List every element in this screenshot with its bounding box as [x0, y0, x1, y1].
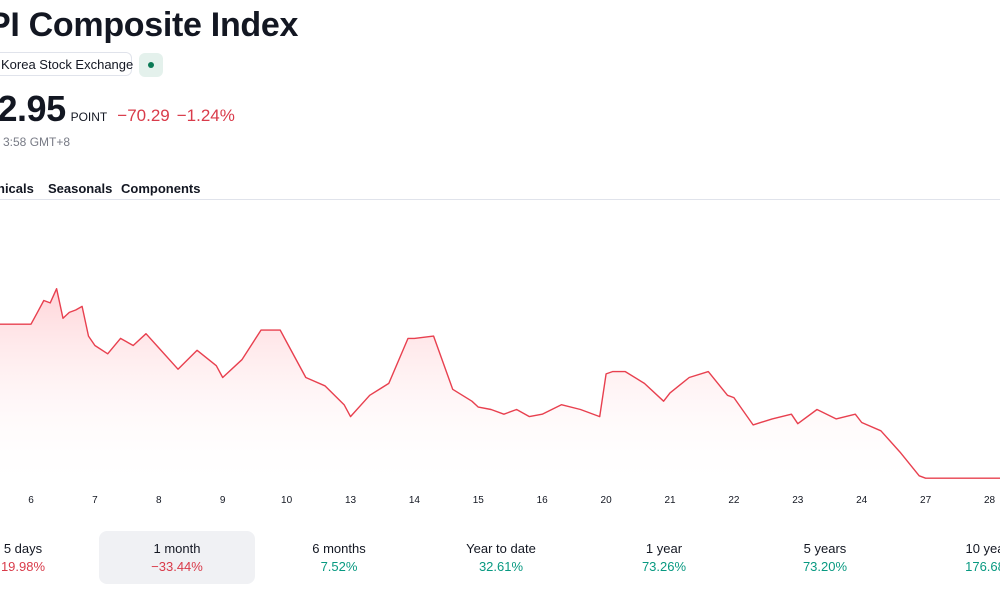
period-5y[interactable]: 5 years 73.20%: [747, 531, 903, 584]
period-selector: 5 days 19.98% 1 month −33.44% 6 months 7…: [0, 531, 1000, 584]
last-price: 92.95: [0, 88, 66, 129]
x-tick-label: 22: [728, 495, 740, 506]
x-tick-label: 9: [220, 495, 226, 506]
period-value: 7.52%: [320, 559, 358, 574]
price-change-percent: −1.24%: [176, 106, 235, 125]
x-tick-label: 13: [345, 495, 357, 506]
x-tick-label: 21: [664, 495, 676, 506]
price-change: −70.29: [117, 106, 170, 125]
tab-bar: nicals Seasonals Components: [0, 181, 1000, 201]
x-tick-label: 6: [28, 495, 34, 506]
period-label: 1 month: [153, 541, 201, 556]
market-status-badge[interactable]: [139, 53, 163, 77]
period-value: −33.44%: [151, 559, 203, 574]
period-value: 19.98%: [0, 559, 46, 574]
period-1y[interactable]: 1 year 73.26%: [586, 531, 742, 584]
exchange-label: Korea Stock Exchange: [1, 56, 134, 72]
x-tick-label: 27: [920, 495, 932, 506]
period-label: 5 days: [3, 541, 43, 556]
tab-divider: [0, 199, 1000, 200]
period-label: 1 year: [645, 541, 683, 556]
x-tick-label: 20: [601, 495, 613, 506]
x-tick-label: 16: [537, 495, 549, 506]
period-label: Year to date: [466, 541, 536, 556]
period-value: 176.68: [965, 559, 1000, 574]
price-line: [0, 288, 1000, 479]
market-status-dot-icon: [148, 62, 154, 68]
exchange-dropdown[interactable]: Korea Stock Exchange: [0, 52, 150, 76]
period-1m[interactable]: 1 month −33.44%: [99, 531, 255, 584]
period-value: 73.20%: [802, 559, 848, 574]
tab-seasonals[interactable]: Seasonals: [48, 181, 113, 196]
tab-components[interactable]: Components: [121, 181, 201, 196]
quote-row: 92.95 POINT −70.29 −1.24%: [0, 88, 235, 130]
x-tick-label: 8: [156, 495, 162, 506]
tab-technicals[interactable]: nicals: [0, 181, 34, 196]
price-unit: POINT: [70, 110, 108, 124]
price-chart[interactable]: 6 7 8 9 10 13 14 15 16 20 21 22 23 24 27 28: [0, 205, 1000, 510]
period-label: 10 yea: [965, 541, 1000, 556]
x-tick-label: 23: [792, 495, 804, 506]
x-tick-label: 7: [92, 495, 98, 506]
x-tick-label: 28: [984, 495, 996, 506]
x-tick-label: 15: [473, 495, 485, 506]
period-6m[interactable]: 6 months 7.52%: [261, 531, 417, 584]
period-label: 6 months: [312, 541, 366, 556]
period-5d[interactable]: 5 days 19.98%: [0, 531, 101, 584]
quote-timestamp: 3:58 GMT+8: [3, 135, 71, 149]
period-10y[interactable]: 10 yea 176.68: [907, 531, 1000, 584]
x-tick-label: 14: [409, 495, 421, 506]
page-title: PI Composite Index: [0, 6, 299, 44]
period-value: 32.61%: [478, 559, 524, 574]
x-axis-ticks: 6 7 8 9 10 13 14 15 16 20 21 22 23 24 27 28: [28, 495, 995, 506]
x-tick-label: 24: [856, 495, 868, 506]
price-area-fill: [0, 288, 1000, 490]
period-label: 5 years: [803, 541, 847, 556]
x-tick-label: 10: [281, 495, 293, 506]
period-ytd[interactable]: Year to date 32.61%: [423, 531, 579, 584]
period-value: 73.26%: [641, 559, 687, 574]
